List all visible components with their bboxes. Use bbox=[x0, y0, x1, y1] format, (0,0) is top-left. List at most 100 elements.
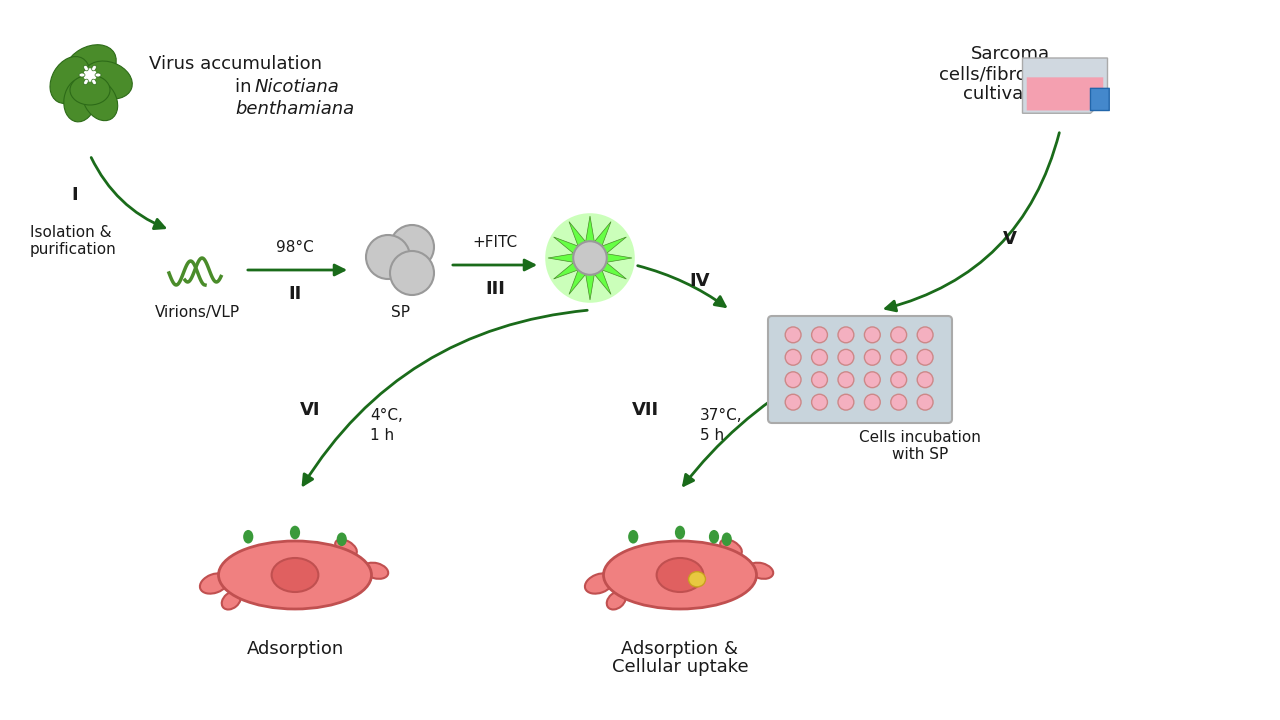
Ellipse shape bbox=[891, 327, 906, 343]
Ellipse shape bbox=[337, 533, 347, 546]
Ellipse shape bbox=[628, 530, 639, 544]
Ellipse shape bbox=[289, 526, 300, 539]
Polygon shape bbox=[548, 253, 573, 262]
Ellipse shape bbox=[64, 45, 116, 89]
Text: in: in bbox=[236, 78, 257, 96]
Ellipse shape bbox=[83, 79, 88, 85]
Polygon shape bbox=[602, 237, 626, 253]
Text: Virions/VLP: Virions/VLP bbox=[155, 305, 241, 320]
Ellipse shape bbox=[573, 241, 607, 275]
Ellipse shape bbox=[721, 539, 742, 556]
Text: benthamiana: benthamiana bbox=[236, 100, 355, 118]
Ellipse shape bbox=[82, 79, 118, 121]
Ellipse shape bbox=[785, 395, 801, 410]
Text: Adsorption: Adsorption bbox=[246, 640, 343, 658]
Ellipse shape bbox=[221, 592, 241, 610]
Ellipse shape bbox=[864, 327, 881, 343]
Text: Adsorption &: Adsorption & bbox=[622, 640, 739, 658]
Polygon shape bbox=[1027, 77, 1103, 110]
FancyBboxPatch shape bbox=[1091, 89, 1110, 110]
Ellipse shape bbox=[657, 558, 704, 592]
Ellipse shape bbox=[918, 395, 933, 410]
Text: I: I bbox=[72, 186, 78, 204]
Ellipse shape bbox=[812, 372, 827, 387]
Ellipse shape bbox=[749, 562, 773, 579]
Ellipse shape bbox=[918, 349, 933, 365]
Ellipse shape bbox=[864, 395, 881, 410]
Text: purification: purification bbox=[29, 242, 116, 257]
Ellipse shape bbox=[812, 327, 827, 343]
Text: 4°C,: 4°C, bbox=[370, 408, 403, 423]
Ellipse shape bbox=[607, 592, 626, 610]
Text: cells/fibroblasts: cells/fibroblasts bbox=[940, 65, 1080, 83]
Ellipse shape bbox=[812, 349, 827, 365]
Ellipse shape bbox=[545, 213, 635, 303]
Ellipse shape bbox=[390, 251, 434, 295]
Ellipse shape bbox=[864, 349, 881, 365]
Text: II: II bbox=[288, 285, 302, 303]
Ellipse shape bbox=[864, 372, 881, 387]
Ellipse shape bbox=[891, 372, 906, 387]
Text: 5 h: 5 h bbox=[700, 428, 724, 443]
Text: Virus accumulation: Virus accumulation bbox=[148, 55, 321, 73]
Text: SP: SP bbox=[390, 305, 410, 320]
Ellipse shape bbox=[390, 225, 434, 269]
Text: V: V bbox=[1004, 230, 1016, 248]
Ellipse shape bbox=[200, 573, 229, 594]
Text: with SP: with SP bbox=[892, 447, 948, 462]
Ellipse shape bbox=[709, 530, 719, 544]
FancyBboxPatch shape bbox=[768, 316, 952, 423]
Polygon shape bbox=[594, 270, 611, 294]
Ellipse shape bbox=[95, 73, 101, 77]
Ellipse shape bbox=[70, 75, 110, 105]
Ellipse shape bbox=[891, 395, 906, 410]
Polygon shape bbox=[570, 270, 586, 294]
Text: VI: VI bbox=[300, 401, 320, 419]
Polygon shape bbox=[586, 216, 594, 242]
Ellipse shape bbox=[918, 372, 933, 387]
Ellipse shape bbox=[83, 66, 88, 71]
Polygon shape bbox=[554, 237, 579, 253]
Ellipse shape bbox=[675, 526, 685, 539]
Ellipse shape bbox=[918, 327, 933, 343]
Ellipse shape bbox=[785, 372, 801, 387]
Polygon shape bbox=[586, 274, 594, 300]
Ellipse shape bbox=[838, 372, 854, 387]
Ellipse shape bbox=[64, 78, 96, 122]
Text: 37°C,: 37°C, bbox=[700, 408, 742, 423]
Ellipse shape bbox=[271, 558, 319, 592]
Text: III: III bbox=[485, 280, 504, 298]
Text: Cells incubation: Cells incubation bbox=[859, 430, 980, 445]
Ellipse shape bbox=[838, 327, 854, 343]
Text: +FITC: +FITC bbox=[472, 235, 517, 250]
Polygon shape bbox=[1023, 58, 1107, 113]
Text: Cellular uptake: Cellular uptake bbox=[612, 658, 749, 676]
Ellipse shape bbox=[838, 395, 854, 410]
Ellipse shape bbox=[366, 235, 410, 279]
Ellipse shape bbox=[83, 61, 132, 99]
Ellipse shape bbox=[838, 349, 854, 365]
Ellipse shape bbox=[603, 541, 756, 609]
Polygon shape bbox=[554, 262, 579, 279]
Ellipse shape bbox=[722, 533, 732, 546]
Ellipse shape bbox=[812, 395, 827, 410]
Ellipse shape bbox=[79, 73, 84, 77]
Polygon shape bbox=[607, 253, 632, 262]
Text: Sarcoma: Sarcoma bbox=[970, 45, 1050, 63]
Ellipse shape bbox=[50, 57, 90, 104]
Ellipse shape bbox=[243, 530, 253, 544]
Ellipse shape bbox=[785, 349, 801, 365]
Polygon shape bbox=[602, 262, 626, 279]
Ellipse shape bbox=[92, 66, 96, 71]
Ellipse shape bbox=[335, 539, 357, 556]
Text: cultivation: cultivation bbox=[963, 85, 1057, 103]
Ellipse shape bbox=[92, 79, 96, 85]
Ellipse shape bbox=[219, 541, 371, 609]
Text: Nicotiana: Nicotiana bbox=[255, 78, 339, 96]
Ellipse shape bbox=[689, 572, 705, 587]
Text: VII: VII bbox=[631, 401, 659, 419]
Text: 98°C: 98°C bbox=[276, 240, 314, 255]
Ellipse shape bbox=[891, 349, 906, 365]
Ellipse shape bbox=[84, 69, 96, 81]
Polygon shape bbox=[594, 222, 611, 246]
